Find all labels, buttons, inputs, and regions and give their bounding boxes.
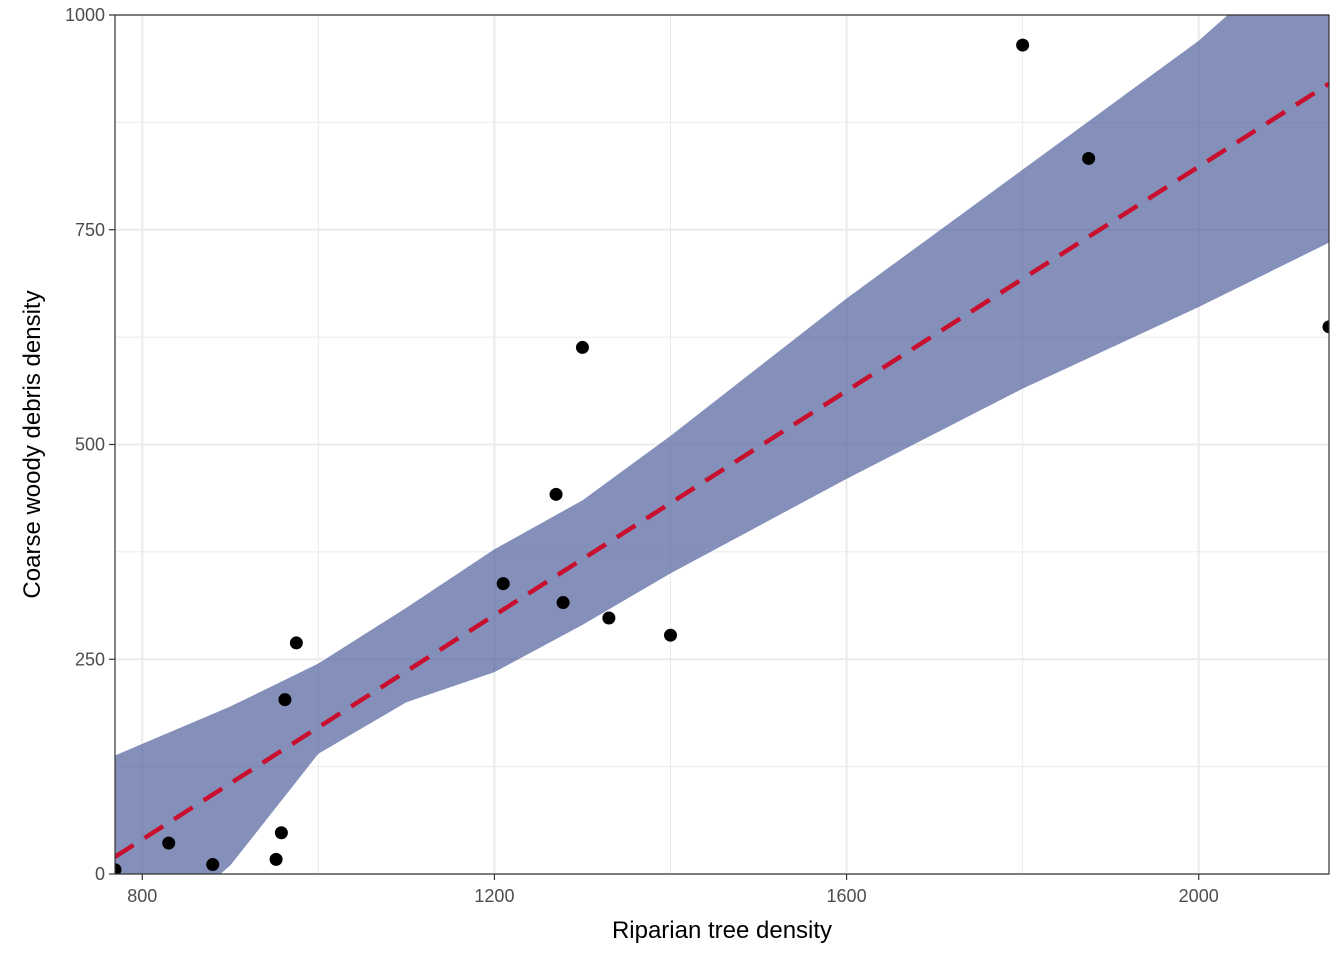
data-point (496, 577, 510, 591)
data-point (274, 826, 288, 840)
data-point (1016, 38, 1030, 52)
data-point (556, 596, 570, 610)
data-point (289, 636, 303, 650)
data-point (278, 693, 292, 707)
data-point (115, 863, 122, 874)
data-point (549, 487, 563, 501)
x-axis-title: Riparian tree density (612, 917, 832, 944)
data-points (115, 38, 1329, 874)
x-axis-ticks: 800 1200 1600 2000 (127, 874, 1219, 906)
regression-line (115, 81, 1329, 859)
data-point (269, 852, 283, 866)
y-axis-title: Coarse woody debris density (19, 290, 46, 598)
data-point (663, 628, 677, 642)
y-tick-label: 0 (95, 864, 105, 884)
data-point (162, 836, 176, 850)
confidence-band (115, 15, 1329, 874)
x-tick-label: 1200 (474, 886, 514, 906)
data-point (1322, 320, 1329, 334)
y-tick-label: 750 (75, 220, 105, 240)
data-point (575, 340, 589, 354)
y-tick-label: 1000 (65, 5, 105, 25)
data-point (206, 858, 220, 872)
y-tick-label: 500 (75, 435, 105, 455)
data-point (602, 611, 616, 625)
x-tick-label: 2000 (1179, 886, 1219, 906)
x-tick-label: 800 (127, 886, 157, 906)
data-point (1082, 151, 1096, 165)
y-axis-ticks: 0 250 500 750 1000 (65, 5, 115, 884)
x-tick-label: 1600 (827, 886, 867, 906)
y-tick-label: 250 (75, 649, 105, 669)
